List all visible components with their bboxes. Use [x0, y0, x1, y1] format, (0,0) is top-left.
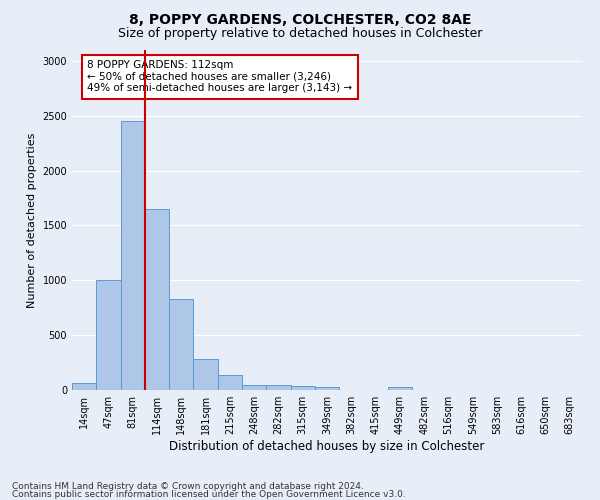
Bar: [388, 386, 412, 390]
Bar: [218, 374, 242, 390]
Bar: [315, 388, 339, 390]
Bar: [121, 122, 145, 390]
Text: Contains public sector information licensed under the Open Government Licence v3: Contains public sector information licen…: [12, 490, 406, 499]
X-axis label: Distribution of detached houses by size in Colchester: Distribution of detached houses by size …: [169, 440, 485, 453]
Bar: [193, 358, 218, 390]
Text: Size of property relative to detached houses in Colchester: Size of property relative to detached ho…: [118, 28, 482, 40]
Bar: [290, 386, 315, 390]
Bar: [72, 384, 96, 390]
Bar: [96, 280, 121, 390]
Text: 8, POPPY GARDENS, COLCHESTER, CO2 8AE: 8, POPPY GARDENS, COLCHESTER, CO2 8AE: [129, 12, 471, 26]
Bar: [266, 384, 290, 390]
Bar: [169, 299, 193, 390]
Bar: [242, 384, 266, 390]
Bar: [145, 209, 169, 390]
Text: 8 POPPY GARDENS: 112sqm
← 50% of detached houses are smaller (3,246)
49% of semi: 8 POPPY GARDENS: 112sqm ← 50% of detache…: [88, 60, 352, 94]
Y-axis label: Number of detached properties: Number of detached properties: [27, 132, 37, 308]
Text: Contains HM Land Registry data © Crown copyright and database right 2024.: Contains HM Land Registry data © Crown c…: [12, 482, 364, 491]
